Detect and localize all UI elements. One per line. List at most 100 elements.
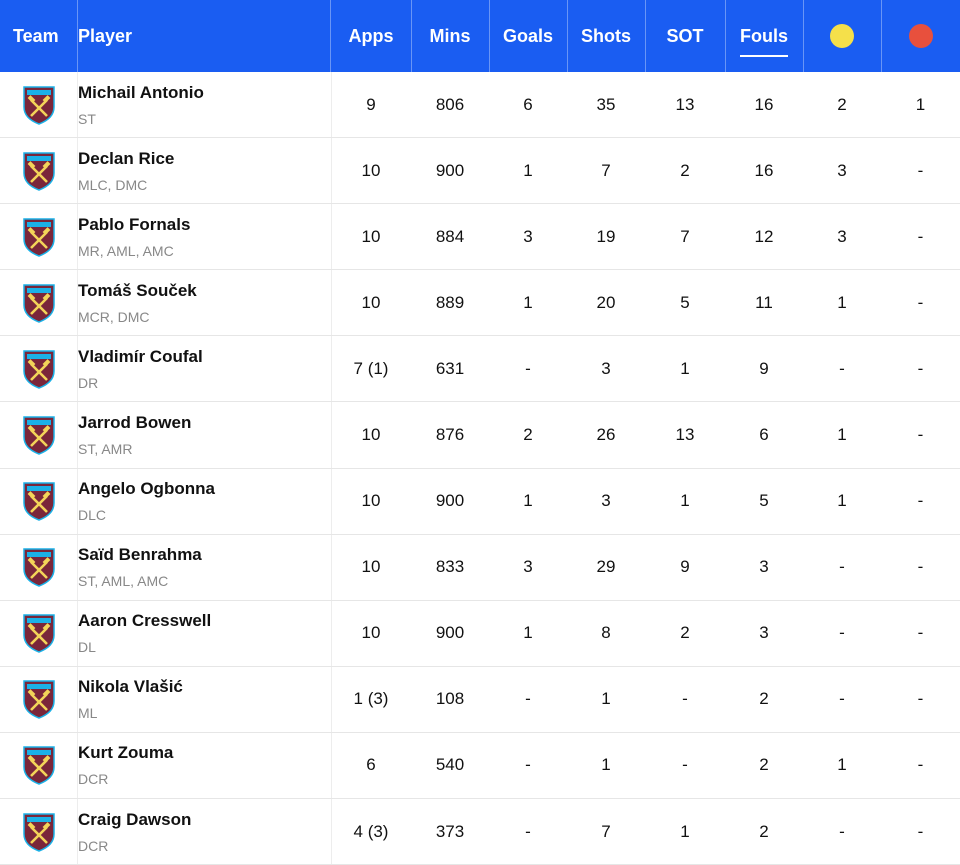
player-name[interactable]: Craig Dawson (78, 809, 192, 829)
player-cell: Aaron Cresswell DL (78, 601, 328, 666)
cell-divider (77, 732, 78, 799)
player-position: DL (78, 639, 96, 656)
mins-cell: 900 (435, 491, 465, 511)
mins-cell: 108 (435, 689, 465, 709)
table-row[interactable]: Vladimír Coufal DR 7 (1) 631 - 3 1 9 - - (0, 336, 960, 403)
red-cards-cell: 1 (915, 94, 926, 114)
header-shots[interactable]: Shots (580, 25, 631, 46)
header-goals[interactable]: Goals (502, 25, 554, 46)
player-name[interactable]: Vladimír Coufal (78, 346, 203, 366)
goals-cell: 6 (523, 94, 533, 114)
fouls-cell: 3 (759, 623, 769, 643)
red-card-icon (908, 24, 933, 48)
header-player[interactable]: Player (78, 25, 133, 46)
player-name[interactable]: Saïd Benrahma (78, 545, 202, 565)
cell-divider (331, 534, 332, 600)
apps-cell: 9 (366, 94, 376, 114)
player-cell: Michail Antonio ST (78, 72, 328, 137)
player-name[interactable]: Michail Antonio (78, 82, 204, 102)
west-ham-crest-icon[interactable] (22, 679, 56, 720)
fouls-cell: 5 (759, 491, 769, 511)
yellow-cards-cell: - (839, 623, 845, 643)
player-name[interactable]: Nikola Vlašić (78, 677, 183, 697)
apps-cell: 4 (3) (353, 821, 389, 841)
header-divider (881, 0, 882, 72)
cell-divider (331, 204, 332, 270)
team-cell (0, 799, 77, 864)
shots-cell: 7 (601, 160, 611, 180)
table-row[interactable]: Declan Rice MLC, DMC 10 900 1 7 2 16 3 - (0, 138, 960, 205)
table-body: Michail Antonio ST 9 806 6 35 13 16 2 1 … (0, 72, 960, 865)
shots-cell: 20 (596, 292, 616, 312)
header-sot[interactable]: SOT (666, 25, 704, 46)
header-team[interactable]: Team (13, 25, 59, 46)
west-ham-crest-icon[interactable] (22, 812, 56, 852)
sot-cell: 9 (680, 557, 690, 577)
west-ham-crest-icon[interactable] (22, 745, 56, 786)
player-name[interactable]: Declan Rice (78, 148, 175, 168)
fouls-cell: 9 (759, 358, 769, 378)
shots-cell: 29 (596, 557, 616, 577)
red-cards-cell: - (917, 557, 924, 577)
table-row[interactable]: Craig Dawson DCR 4 (3) 373 - 7 1 2 - - (0, 799, 960, 865)
sot-cell: 5 (680, 292, 690, 312)
west-ham-crest-icon[interactable] (22, 481, 56, 521)
player-name[interactable]: Jarrod Bowen (78, 413, 192, 433)
yellow-cards-cell: 3 (837, 160, 847, 180)
table-row[interactable]: Saïd Benrahma ST, AML, AMC 10 833 3 29 9… (0, 534, 960, 601)
west-ham-crest-icon[interactable] (22, 151, 56, 191)
player-name[interactable]: Tomáš Souček (78, 280, 197, 300)
west-ham-crest-icon[interactable] (22, 283, 56, 323)
west-ham-crest-icon[interactable] (22, 349, 56, 389)
team-cell (0, 204, 77, 269)
yellow-cards-cell: - (839, 821, 845, 841)
table-row[interactable]: Aaron Cresswell DL 10 900 1 8 2 3 - - (0, 600, 960, 667)
sot-cell: 13 (675, 94, 695, 114)
player-position: ST, AML, AMC (78, 573, 169, 590)
yellow-cards-cell: 1 (837, 755, 847, 775)
header-divider (77, 0, 78, 72)
header-yellow-cards[interactable] (803, 0, 881, 72)
west-ham-crest-icon[interactable] (22, 547, 56, 588)
cell-divider (331, 666, 332, 732)
shots-cell: 7 (601, 821, 611, 841)
cell-divider (77, 270, 78, 336)
table-row[interactable]: Tomáš Souček MCR, DMC 10 889 1 20 5 11 1… (0, 270, 960, 337)
player-name[interactable]: Kurt Zouma (78, 743, 174, 763)
player-position: MCR, DMC (78, 308, 150, 325)
header-divider (489, 0, 490, 72)
table-row[interactable]: Angelo Ogbonna DLC 10 900 1 3 1 5 1 - (0, 468, 960, 535)
cell-divider (331, 732, 332, 799)
apps-cell: 10 (361, 292, 381, 312)
table-row[interactable]: Kurt Zouma DCR 6 540 - 1 - 2 1 - (0, 732, 960, 800)
header-apps[interactable]: Apps (348, 25, 394, 46)
player-position: MR, AML, AMC (78, 242, 174, 259)
header-divider (330, 0, 331, 72)
header-fouls[interactable]: Fouls (725, 0, 803, 72)
table-row[interactable]: Jarrod Bowen ST, AMR 10 876 2 26 13 6 1 … (0, 402, 960, 469)
player-position: DCR (78, 837, 109, 854)
mins-cell: 833 (435, 557, 465, 577)
west-ham-crest-icon[interactable] (22, 613, 56, 654)
west-ham-crest-icon[interactable] (22, 217, 56, 257)
yellow-cards-cell: - (839, 358, 845, 378)
red-cards-cell: - (917, 358, 924, 378)
player-position: ML (78, 705, 98, 722)
west-ham-crest-icon[interactable] (22, 85, 56, 125)
player-position: DCR (78, 771, 109, 788)
fouls-cell: 16 (754, 94, 774, 114)
fouls-cell: 16 (754, 160, 774, 180)
table-row[interactable]: Michail Antonio ST 9 806 6 35 13 16 2 1 (0, 72, 960, 139)
goals-cell: - (525, 358, 531, 378)
table-row[interactable]: Nikola Vlašić ML 1 (3) 108 - 1 - 2 - - (0, 666, 960, 733)
header-mins[interactable]: Mins (429, 25, 471, 46)
player-name[interactable]: Aaron Cresswell (78, 611, 212, 631)
team-cell (0, 469, 77, 534)
west-ham-crest-icon[interactable] (22, 415, 56, 455)
yellow-cards-cell: 1 (837, 425, 847, 445)
player-name[interactable]: Angelo Ogbonna (78, 479, 215, 499)
table-row[interactable]: Pablo Fornals MR, AML, AMC 10 884 3 19 7… (0, 204, 960, 271)
player-name[interactable]: Pablo Fornals (78, 214, 191, 234)
header-red-cards[interactable] (881, 0, 960, 72)
team-cell (0, 402, 77, 467)
